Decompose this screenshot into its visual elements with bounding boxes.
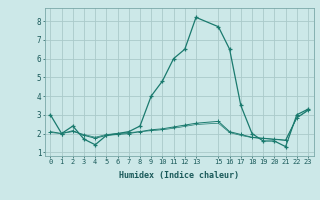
- X-axis label: Humidex (Indice chaleur): Humidex (Indice chaleur): [119, 171, 239, 180]
